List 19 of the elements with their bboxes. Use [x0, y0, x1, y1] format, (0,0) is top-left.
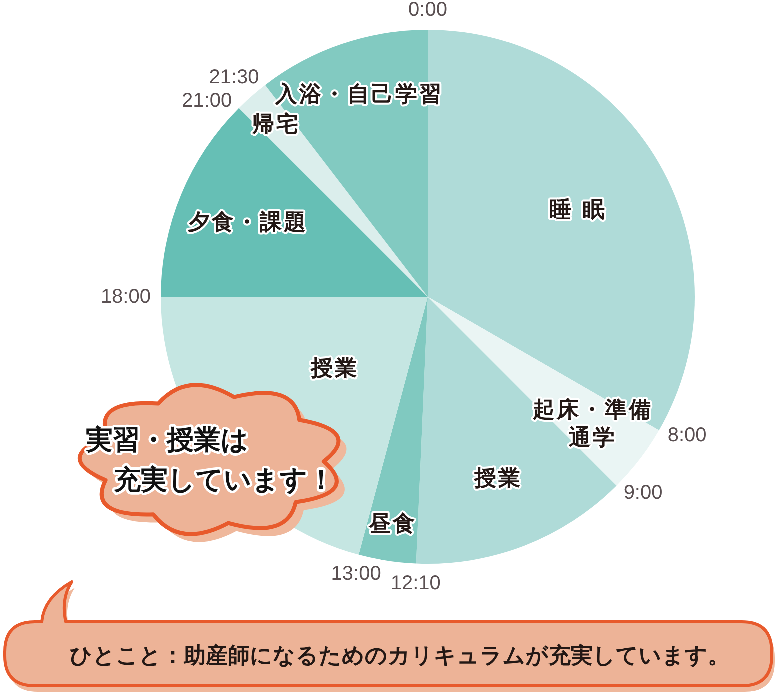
text: 9:00	[624, 482, 663, 504]
slice-label: 入浴・自己学習	[274, 82, 444, 108]
text: 8:00	[668, 424, 707, 446]
slice-label: 授業	[474, 466, 523, 492]
text: 実習・授業は充実しています！	[85, 424, 335, 496]
text: ひとこと：助産師になるためのカリキュラムが充実しています。	[70, 642, 730, 668]
slice-label: 昼食	[368, 511, 418, 536]
text: 18:00	[100, 286, 151, 308]
slice-label: 授業	[310, 356, 359, 382]
text: 13:00	[331, 563, 382, 586]
text: 12:10	[390, 572, 441, 595]
slice-label: 睡 眠	[549, 198, 608, 223]
text: 21:30	[209, 66, 260, 88]
text: 21:00	[182, 90, 232, 112]
slice-label: 夕食・課題	[186, 210, 308, 235]
pie-slice	[161, 108, 428, 298]
text: 0:00	[408, 0, 448, 21]
slice-label: 帰宅	[252, 110, 301, 137]
slice-label: 起床・準備通学	[532, 396, 654, 450]
